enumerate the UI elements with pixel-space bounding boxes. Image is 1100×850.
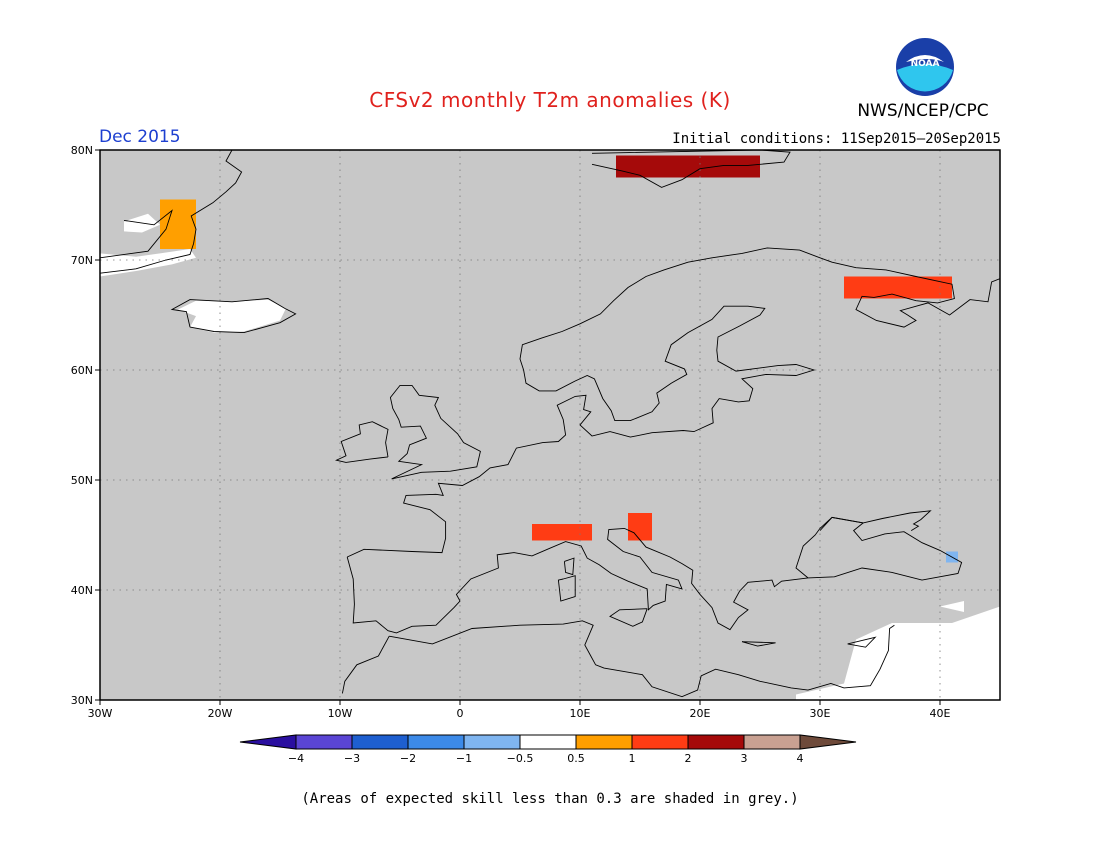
footnote: (Areas of expected skill less than 0.3 a… <box>301 791 799 807</box>
organization-label: NWS/NCEP/CPC <box>857 101 989 121</box>
anomaly-patch <box>160 199 196 249</box>
colorbar-segment <box>295 734 353 750</box>
colorbar-segment <box>743 734 801 750</box>
y-tick-label: 50N <box>71 474 93 487</box>
colorbar-segment <box>575 734 633 750</box>
colorbar-segment <box>519 734 577 750</box>
colorbar-label: 1 <box>629 752 636 765</box>
y-tick-label: 80N <box>71 144 93 157</box>
initial-conditions-label: Initial conditions: 11Sep2015—20Sep2015 <box>672 131 1001 147</box>
colorbar-label: 4 <box>797 752 804 765</box>
y-tick-label: 30N <box>71 694 93 707</box>
colorbar-segment <box>351 734 409 750</box>
coastline <box>557 575 576 602</box>
colorbar-segment <box>631 734 689 750</box>
x-tick-label: 20W <box>208 707 233 720</box>
coastline <box>347 247 1000 558</box>
anomaly-patch <box>628 513 652 541</box>
noaa-logo-icon: NOAA <box>896 38 954 96</box>
chart-title: CFSv2 monthly T2m anomalies (K) <box>369 88 731 112</box>
colorbar-segment <box>687 734 745 750</box>
coastline <box>1024 541 1042 569</box>
colorbar-label: −2 <box>400 752 416 765</box>
coastline <box>341 635 390 694</box>
coastline <box>847 636 877 648</box>
near-normal-areas <box>100 213 1000 700</box>
anomaly-patch <box>532 524 592 541</box>
colorbar-arrow-high <box>799 734 857 750</box>
x-tick-label: 10E <box>570 707 591 720</box>
near-normal-area <box>940 601 964 612</box>
y-tick-label: 40N <box>71 584 93 597</box>
anomaly-patch <box>844 276 952 299</box>
x-tick-label: 10W <box>328 707 353 720</box>
colorbar-label: −3 <box>344 752 360 765</box>
svg-text:NOAA: NOAA <box>911 59 940 69</box>
map-frame <box>99 149 1001 701</box>
coastline <box>741 641 776 647</box>
coastline <box>591 150 791 188</box>
coastline <box>170 298 297 334</box>
near-normal-area <box>178 299 286 333</box>
graticule <box>100 150 1000 700</box>
x-tick-label: 40E <box>930 707 951 720</box>
coastline <box>100 209 173 259</box>
coastline <box>389 384 481 480</box>
colorbar-label: −4 <box>288 752 304 765</box>
colorbar-label: 0.5 <box>567 752 585 765</box>
coastline <box>563 557 575 576</box>
x-tick-label: 0 <box>457 707 464 720</box>
colorbar-segment <box>407 734 465 750</box>
coastline <box>346 516 963 634</box>
anomaly-patch <box>616 155 760 178</box>
near-normal-area <box>796 606 1000 700</box>
colorbar-arrow-low <box>239 734 297 750</box>
coastline <box>609 608 648 627</box>
coastlines <box>100 150 1042 698</box>
coastline <box>335 421 389 463</box>
anomaly-patches <box>160 155 958 563</box>
map-background <box>100 150 1000 700</box>
colorbar-label: 2 <box>685 752 692 765</box>
y-tick-label: 60N <box>71 364 93 377</box>
coastline <box>389 620 895 698</box>
x-tick-label: 30E <box>810 707 831 720</box>
colorbar-label: 3 <box>741 752 748 765</box>
y-tick-label: 70N <box>71 254 93 267</box>
map-axes: 30W 20W 10W 0 10E 20E 30E 40E 30N 40N 50N 60N 70N 80N <box>71 144 951 720</box>
colorbar-label: −0.5 <box>507 752 534 765</box>
colorbar-label: −1 <box>456 752 472 765</box>
colorbar: −4 −3 −2 −1 −0.5 0.5 1 2 3 4 <box>239 734 857 765</box>
colorbar-segment <box>463 734 521 750</box>
coastline <box>100 150 243 274</box>
x-tick-label: 20E <box>690 707 711 720</box>
x-tick-label: 30W <box>88 707 113 720</box>
coastline <box>819 510 932 531</box>
near-normal-area <box>100 249 196 277</box>
forecast-month-label: Dec 2015 <box>99 127 181 147</box>
